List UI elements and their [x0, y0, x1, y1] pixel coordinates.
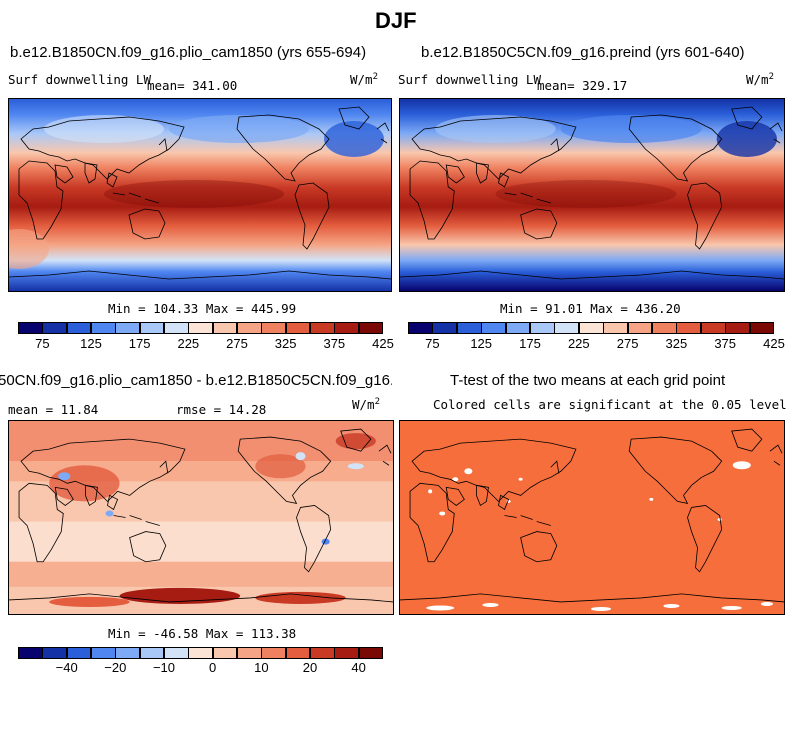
colorbar-swatch — [66, 647, 92, 659]
colorbar-swatch — [725, 322, 751, 334]
colorbar-swatch — [212, 322, 238, 334]
figure-title: DJF — [375, 8, 417, 33]
colorbar-swatch — [676, 322, 702, 334]
colorbar-swatch — [66, 322, 92, 334]
colorbar-swatch — [530, 322, 555, 334]
colorbar-swatch — [188, 647, 214, 659]
panel1-title: b.e12.B1850CN.f09_g16.plio_cam1850 (yrs … — [10, 44, 367, 61]
panel2-units: W/m2 — [746, 72, 774, 88]
panel1-map — [8, 98, 392, 292]
panel3-title: 50CN.f09_g16.plio_cam1850 - b.e12.B1850C… — [0, 372, 392, 389]
panel2-mean: mean= 329.17 — [537, 78, 628, 93]
colorbar-swatch — [91, 322, 116, 334]
colorbar-tick-label: 275 — [616, 336, 639, 351]
colorbar-swatch — [408, 322, 433, 334]
panel1-mean: mean= 341.00 — [147, 78, 238, 93]
colorbar-swatch — [237, 322, 262, 334]
colorbar-swatch — [164, 647, 189, 659]
colorbar-swatch — [432, 322, 458, 334]
panel4-subtitle: Colored cells are significant at the 0.0… — [433, 397, 787, 412]
colorbar-swatch — [334, 647, 360, 659]
colorbar-tick-label: 375 — [714, 336, 737, 351]
colorbar-swatch — [139, 322, 165, 334]
colorbar-tick-label: 75 — [425, 336, 440, 351]
panel2-colorbar-ticks: 75 125 175 225 275 325 375 425 — [408, 336, 785, 352]
colorbar-tick-label: 425 — [763, 336, 785, 351]
panel3-units: W/m2 — [352, 397, 380, 413]
colorbar-swatch — [285, 647, 311, 659]
colorbar-swatch — [554, 322, 580, 334]
panel3-map — [8, 420, 394, 615]
panel3-minmax: Min = -46.58 Max = 113.38 — [108, 626, 297, 641]
colorbar-swatch — [310, 647, 335, 659]
colorbar-tick-label: −20 — [104, 660, 127, 675]
colorbar-tick-label: 225 — [177, 336, 200, 351]
panel1-minmax: Min = 104.33 Max = 445.99 — [108, 301, 297, 316]
colorbar-swatch — [310, 322, 335, 334]
colorbar-swatch — [334, 322, 360, 334]
panel2-variable-label: Surf downwelling LW — [398, 72, 541, 87]
colorbar-tick-label: 325 — [274, 336, 297, 351]
colorbar-tick-label: 10 — [254, 660, 269, 675]
colorbar-swatch — [578, 322, 604, 334]
colorbar-swatch — [188, 322, 214, 334]
panel3-mean: mean = 11.84 — [8, 402, 99, 417]
panel1-colorbar — [18, 322, 384, 334]
colorbar-tick-label: 175 — [519, 336, 541, 351]
colorbar-swatch — [42, 647, 68, 659]
colorbar-tick-label: 275 — [226, 336, 248, 351]
colorbar-swatch — [115, 322, 141, 334]
colorbar-swatch — [237, 647, 262, 659]
colorbar-tick-label: 125 — [80, 336, 102, 351]
panel1-colorbar-ticks: 75 125 175 225 275 325 375 425 — [18, 336, 394, 352]
panel3-rmse: rmse = 14.28 — [176, 402, 267, 417]
colorbar-swatch — [358, 647, 384, 659]
colorbar-swatch — [91, 647, 116, 659]
colorbar-swatch — [18, 647, 43, 659]
colorbar-swatch — [627, 322, 653, 334]
panel4-map — [399, 420, 785, 615]
panel3-colorbar-ticks: −40 −20 −10 0 10 20 40 — [18, 660, 383, 676]
colorbar-swatch — [456, 322, 482, 334]
panel1-units: W/m2 — [350, 72, 378, 88]
colorbar-swatch — [749, 322, 775, 334]
colorbar-tick-label: −40 — [55, 660, 78, 675]
panel2-minmax: Min = 91.01 Max = 436.20 — [500, 301, 681, 316]
colorbar-swatch — [358, 322, 384, 334]
colorbar-swatch — [139, 647, 165, 659]
colorbar-swatch — [285, 322, 311, 334]
colorbar-swatch — [164, 322, 189, 334]
colorbar-tick-label: 175 — [128, 336, 151, 351]
panel4-title: T-test of the two means at each grid poi… — [450, 372, 726, 389]
colorbar-swatch — [261, 647, 287, 659]
panel3-colorbar — [18, 647, 384, 659]
colorbar-swatch — [603, 322, 629, 334]
colorbar-tick-label: 20 — [302, 660, 318, 675]
panel2-title: b.e12.B1850C5CN.f09_g16.preind (yrs 601-… — [421, 44, 745, 61]
colorbar-tick-label: −10 — [152, 660, 176, 675]
panel2-colorbar — [408, 322, 775, 334]
colorbar-swatch — [700, 322, 726, 334]
colorbar-tick-label: 0 — [209, 660, 217, 675]
colorbar-tick-label: 75 — [35, 336, 50, 351]
colorbar-swatch — [212, 647, 238, 659]
colorbar-swatch — [115, 647, 141, 659]
colorbar-tick-label: 375 — [323, 336, 346, 351]
colorbar-tick-label: 325 — [665, 336, 688, 351]
colorbar-swatch — [652, 322, 677, 334]
colorbar-swatch — [18, 322, 43, 334]
colorbar-tick-label: 125 — [470, 336, 493, 351]
colorbar-swatch — [261, 322, 287, 334]
colorbar-tick-label: 425 — [372, 336, 394, 351]
panel1-variable-label: Surf downwelling LW — [8, 72, 151, 87]
colorbar-swatch — [42, 322, 68, 334]
colorbar-swatch — [481, 322, 507, 334]
colorbar-tick-label: 225 — [567, 336, 590, 351]
colorbar-swatch — [505, 322, 531, 334]
colorbar-tick-label: 40 — [351, 660, 366, 675]
panel2-map — [399, 98, 785, 292]
